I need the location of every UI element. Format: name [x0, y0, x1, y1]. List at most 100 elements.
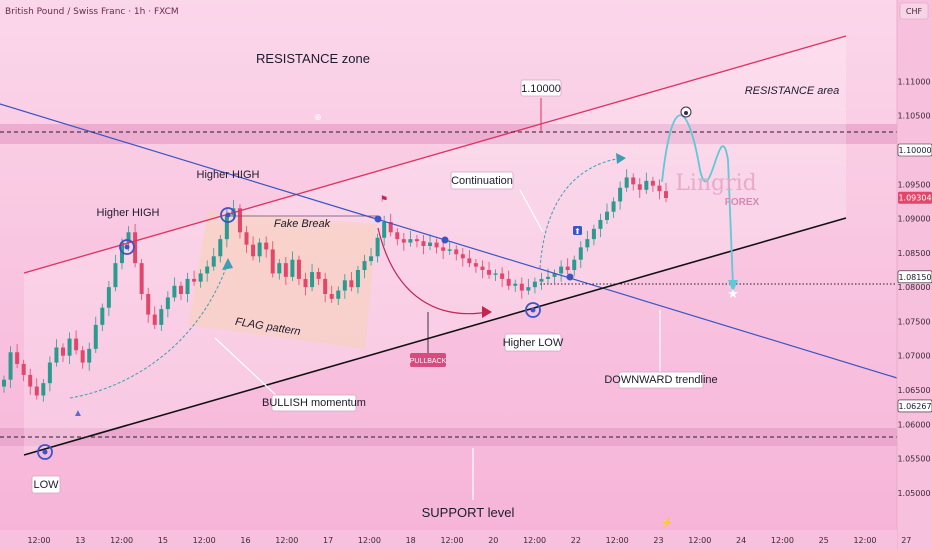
x-tick-5: 16 — [240, 536, 250, 545]
candle-26 — [172, 285, 177, 298]
candle-96 — [631, 177, 636, 185]
flag-pattern-box — [188, 211, 377, 349]
trendline-touch-dot — [441, 236, 449, 244]
y-tick-5: 1.08500 — [897, 249, 930, 258]
candle-45 — [296, 259, 301, 279]
downward-trendline — [0, 103, 898, 379]
y-tick-9: 1.06500 — [897, 386, 930, 395]
candle-66 — [434, 242, 439, 248]
candle-25 — [165, 297, 170, 310]
candle-93 — [611, 201, 616, 212]
pullback-arrow — [377, 227, 489, 315]
candle-37 — [244, 232, 249, 245]
higher-high-1-marker — [119, 239, 135, 255]
candle-47 — [310, 272, 315, 288]
y-tick-6: 1.08000 — [897, 283, 930, 292]
x-tick-0: 12:00 — [27, 536, 50, 545]
support-trendline — [23, 217, 847, 456]
bullish-momentum-arrow — [69, 261, 229, 399]
y-tick-4: 1.09000 — [897, 215, 930, 224]
candle-23 — [152, 314, 157, 325]
bullish-momentum-label: BULLISH momentum — [262, 397, 366, 409]
candle-97 — [637, 184, 642, 190]
continuation-label: Continuation — [451, 175, 513, 187]
candle-86 — [565, 266, 570, 270]
y-tick-3: 1.09500 — [897, 180, 930, 189]
fake-break-label: Fake Break — [274, 218, 331, 230]
candle-76 — [500, 273, 505, 279]
higher-low-dot — [530, 307, 536, 313]
candle-99 — [650, 180, 655, 186]
chart-title: British Pound / Swiss Franc · 1h · FXCM — [5, 7, 179, 17]
bullish-arrowhead — [222, 258, 233, 270]
level-tag-box-0 — [897, 143, 932, 157]
x-tick-2: 12:00 — [110, 536, 133, 545]
x-tick-1: 13 — [75, 536, 85, 545]
resistance-zone-label: RESISTANCE zone — [256, 51, 370, 66]
x-tick-6: 12:00 — [275, 536, 298, 545]
candle-56 — [369, 256, 374, 262]
candle-42 — [277, 263, 282, 274]
candle-90 — [591, 228, 596, 240]
candle-64 — [421, 241, 426, 246]
candle-41 — [270, 249, 275, 274]
y-tick-1: 1.10500 — [897, 112, 930, 121]
candle-6 — [41, 383, 46, 396]
candle-58 — [382, 222, 387, 238]
candle-10 — [67, 338, 72, 356]
candle-36 — [237, 208, 242, 233]
candle-73 — [480, 266, 485, 270]
low-dot — [42, 449, 48, 455]
star-icon: ★ — [727, 286, 739, 301]
x-tick-3: 15 — [158, 536, 168, 545]
candle-55 — [362, 261, 367, 270]
candle-11 — [74, 338, 79, 351]
continuation-box — [450, 171, 514, 190]
continuation-arrow — [539, 157, 623, 269]
candle-27 — [178, 285, 183, 294]
higher-high-2-dot — [225, 212, 231, 218]
target-label-box — [520, 79, 562, 97]
pullback-label: PULLBACK — [410, 358, 447, 365]
candle-28 — [185, 278, 190, 294]
candle-100 — [657, 185, 662, 192]
y-tick-11: 1.05500 — [897, 455, 930, 464]
candle-48 — [316, 272, 321, 279]
candle-8 — [54, 347, 59, 363]
x-tick-18: 12:00 — [771, 536, 794, 545]
candle-3 — [21, 363, 26, 375]
level-tag-2: 1.08150 — [898, 273, 931, 282]
candle-87 — [572, 259, 577, 270]
y-tick-7: 1.07500 — [897, 317, 930, 326]
candle-101 — [664, 191, 668, 198]
candle-92 — [605, 211, 610, 220]
candle-31 — [205, 266, 210, 274]
candle-7 — [47, 362, 52, 384]
x-tick-12: 12:00 — [523, 536, 546, 545]
candle-94 — [618, 187, 623, 202]
low-box — [31, 475, 61, 494]
candle-34 — [224, 215, 229, 240]
candle-82 — [539, 278, 544, 282]
continuation-arrowhead — [616, 153, 626, 164]
x-tick-14: 12:00 — [606, 536, 629, 545]
price-level-tags: 1.10000 1.09304 1.08150 1.06267 — [897, 143, 932, 413]
candle-79 — [519, 283, 524, 291]
candle-29 — [192, 278, 197, 282]
candle-1 — [8, 352, 13, 380]
candle-80 — [526, 287, 531, 291]
currency-box — [899, 2, 929, 20]
candlesticks — [2, 169, 668, 402]
candle-44 — [290, 259, 295, 277]
candle-69 — [454, 249, 459, 255]
higher-high-1-label: Higher HIGH — [97, 207, 160, 219]
bullish-box — [271, 394, 357, 412]
higher-low-label: Higher LOW — [503, 337, 564, 349]
downward-trendline-label: DOWNWARD trendline — [604, 374, 717, 386]
down-arrow-icon: ⊕ — [314, 112, 322, 122]
retest-dot — [566, 273, 574, 281]
candle-22 — [146, 294, 151, 315]
candle-21 — [139, 263, 144, 294]
candle-54 — [355, 270, 360, 288]
